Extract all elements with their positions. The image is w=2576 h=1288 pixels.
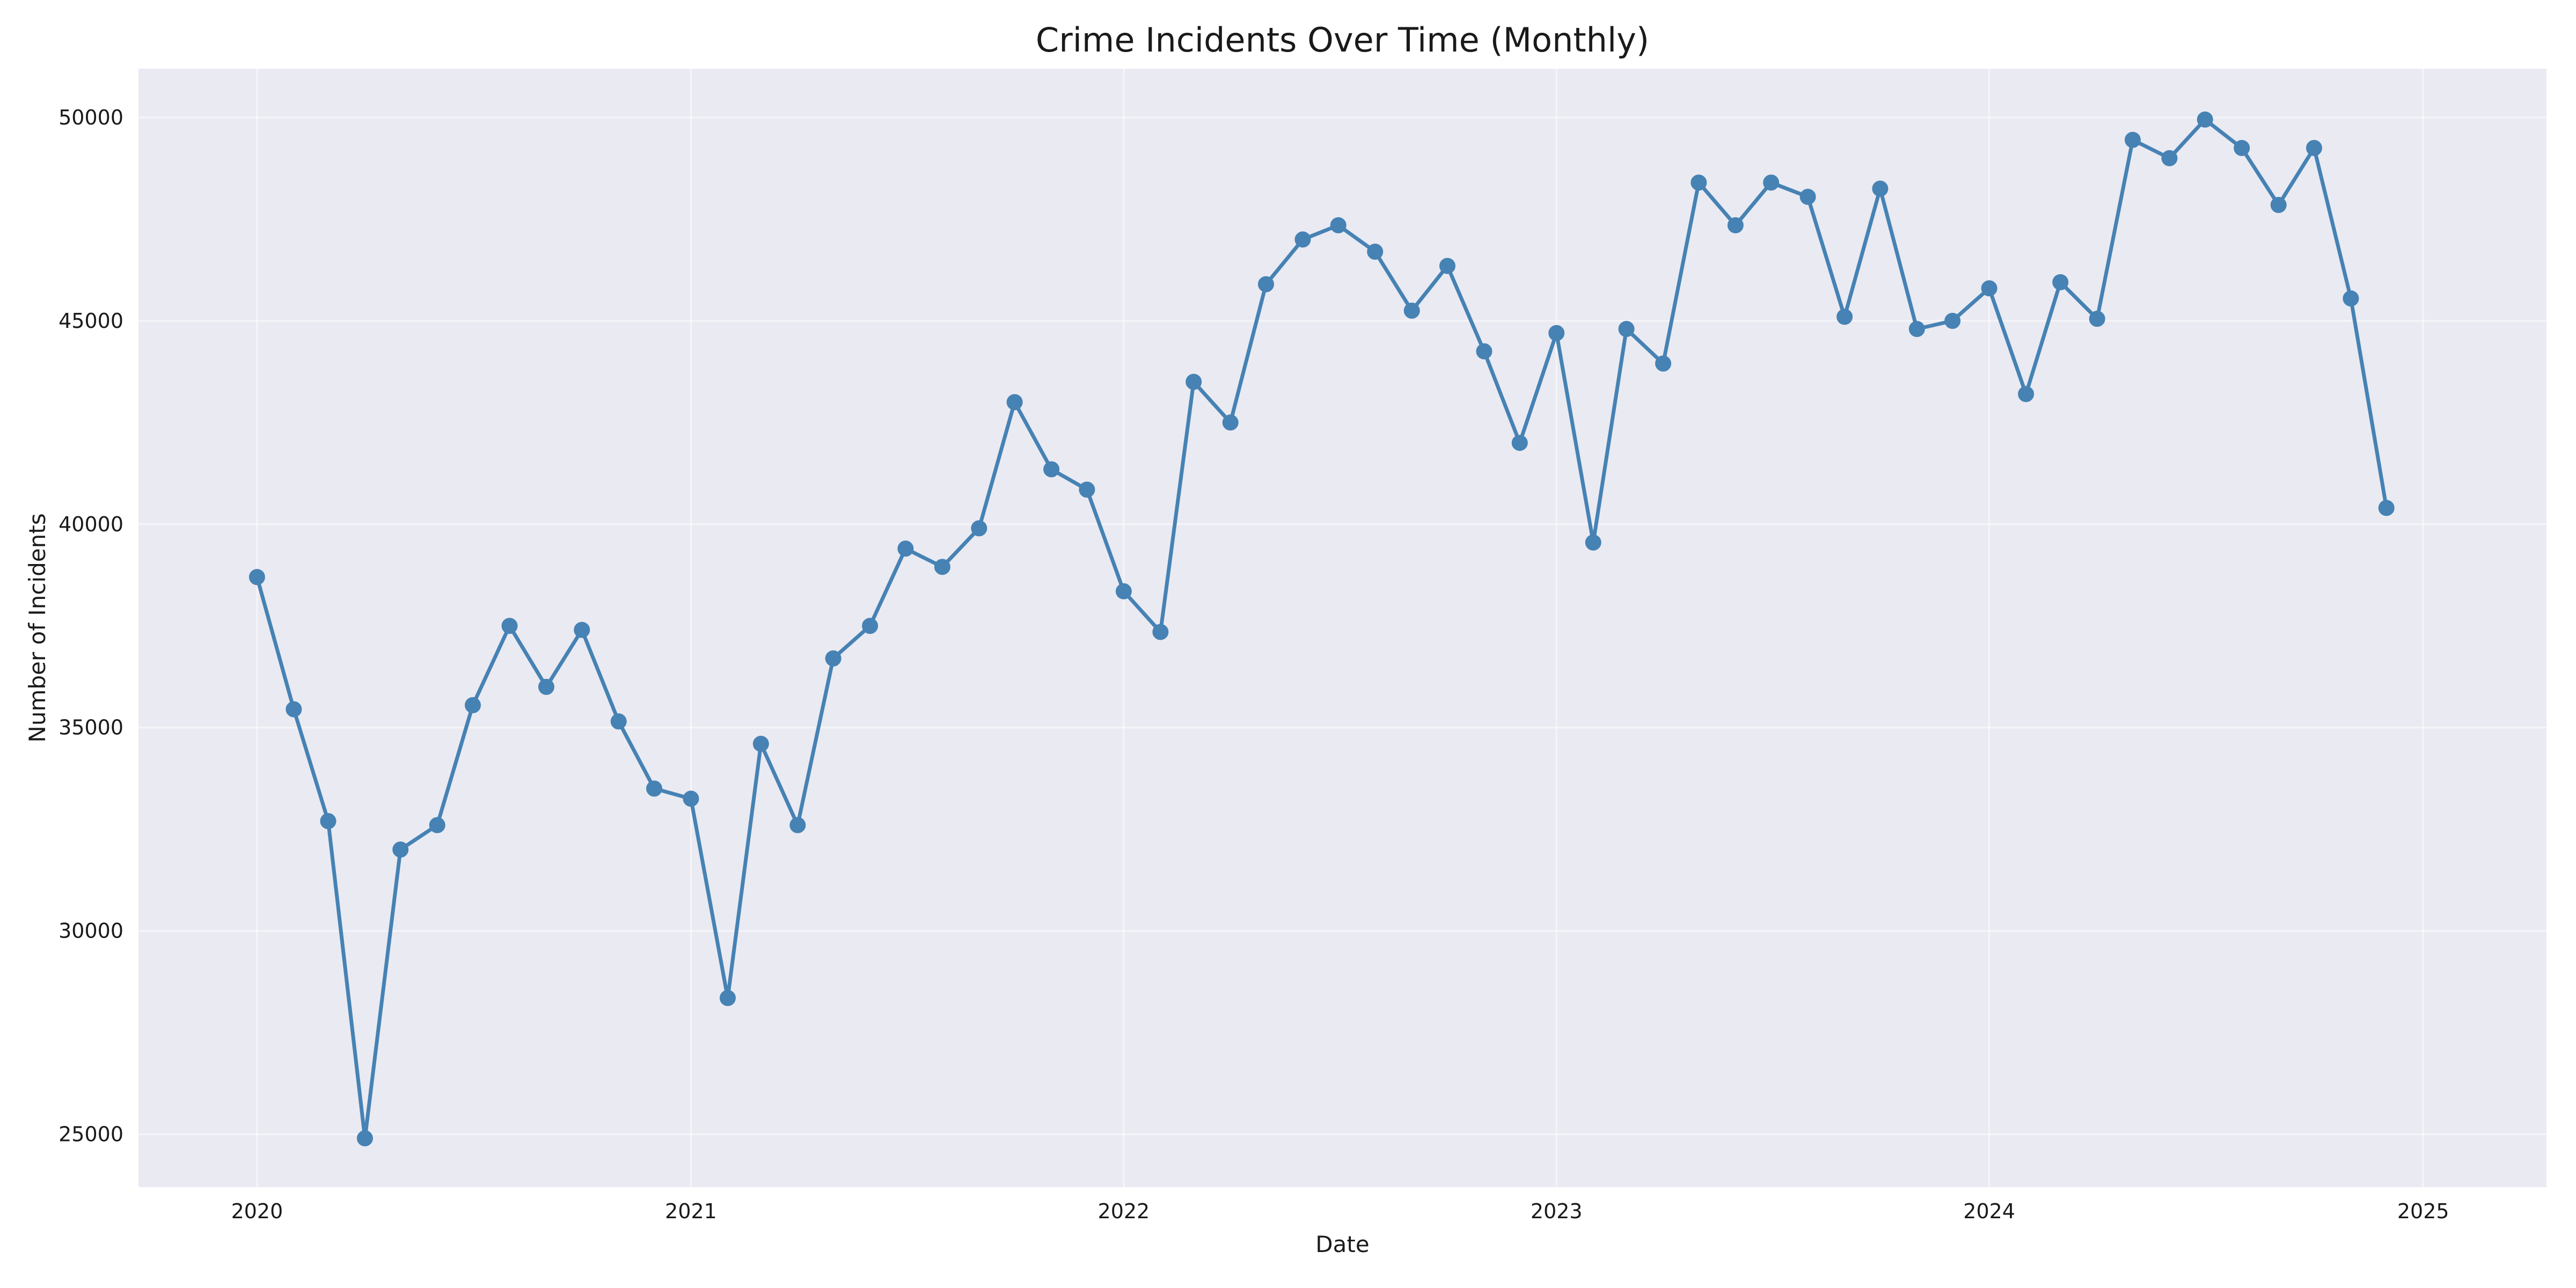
data-point <box>1511 435 1528 451</box>
data-point <box>1079 481 1095 498</box>
data-point <box>1799 188 1816 205</box>
data-point <box>1115 583 1132 599</box>
data-point <box>2234 140 2250 156</box>
data-point <box>1763 174 1780 191</box>
data-point <box>574 621 590 638</box>
y-tick-label: 30000 <box>58 919 123 943</box>
y-tick-label: 45000 <box>58 309 123 333</box>
y-axis-ticks: 25000 30000 35000 40000 45000 50000 <box>58 106 123 1146</box>
data-point <box>720 990 736 1006</box>
data-point <box>1585 534 1601 551</box>
data-point <box>1908 321 1925 338</box>
data-point <box>2161 150 2178 166</box>
data-point <box>286 701 302 718</box>
data-point <box>1872 180 1889 197</box>
data-points <box>248 111 2395 1147</box>
data-point <box>897 540 914 557</box>
data-point <box>1330 217 1346 233</box>
data-point <box>1403 302 1420 319</box>
data-point <box>2343 290 2359 307</box>
data-point <box>1690 174 1707 191</box>
data-point <box>429 817 445 833</box>
data-point <box>2018 386 2035 402</box>
x-axis-label: Date <box>1315 1231 1369 1257</box>
data-point <box>825 650 841 667</box>
data-point <box>1043 461 1060 478</box>
data-point <box>2378 500 2395 516</box>
y-tick-label: 35000 <box>58 716 123 740</box>
data-point <box>248 569 265 586</box>
data-point <box>2306 140 2322 156</box>
data-point <box>683 791 699 807</box>
data-point <box>1944 312 1961 329</box>
data-point <box>2089 311 2105 327</box>
data-point <box>2052 274 2069 290</box>
x-tick-label: 2025 <box>2397 1199 2449 1223</box>
data-point <box>646 780 663 797</box>
data-point <box>392 841 409 858</box>
data-point <box>1727 217 1744 233</box>
grid-lines <box>138 69 2546 1187</box>
y-tick-label: 25000 <box>58 1122 123 1146</box>
chart-title: Crime Incidents Over Time (Monthly) <box>1036 20 1649 60</box>
data-point <box>1152 624 1169 640</box>
data-point <box>1222 414 1239 431</box>
x-tick-label: 2023 <box>1531 1199 1583 1223</box>
data-point <box>1367 244 1384 260</box>
y-axis-label: Number of Incidents <box>24 513 50 742</box>
data-point <box>2270 196 2287 213</box>
x-tick-label: 2021 <box>665 1199 717 1223</box>
data-point <box>971 520 987 537</box>
data-point <box>862 618 879 634</box>
data-series <box>255 118 2389 1140</box>
x-tick-label: 2022 <box>1098 1199 1150 1223</box>
data-point <box>789 817 806 833</box>
data-point <box>501 618 518 634</box>
x-tick-label: 2020 <box>231 1199 283 1223</box>
data-point <box>1294 231 1311 248</box>
data-point <box>1836 309 1853 325</box>
data-point <box>1185 374 1202 390</box>
data-point <box>1655 355 1672 372</box>
data-point <box>1981 280 1997 297</box>
data-point <box>538 678 554 695</box>
data-point <box>934 559 950 575</box>
y-tick-label: 40000 <box>58 513 123 536</box>
data-point <box>1548 325 1565 341</box>
data-point <box>2124 131 2141 148</box>
data-point <box>1006 394 1023 411</box>
series-line <box>255 118 2389 1140</box>
data-point <box>1439 258 1456 274</box>
data-point <box>1476 343 1492 360</box>
data-point <box>752 735 769 752</box>
data-point <box>1258 276 1275 292</box>
data-point <box>2197 111 2213 128</box>
data-point <box>356 1130 373 1147</box>
x-tick-label: 2024 <box>1963 1199 2015 1223</box>
plot-area <box>138 69 2546 1187</box>
y-tick-label: 50000 <box>58 106 123 129</box>
x-axis-ticks: 2020 2021 2022 2023 2024 2025 <box>231 1199 2449 1223</box>
data-point <box>610 713 627 730</box>
data-point <box>320 813 336 829</box>
data-point <box>1618 321 1635 338</box>
data-point <box>465 697 481 713</box>
